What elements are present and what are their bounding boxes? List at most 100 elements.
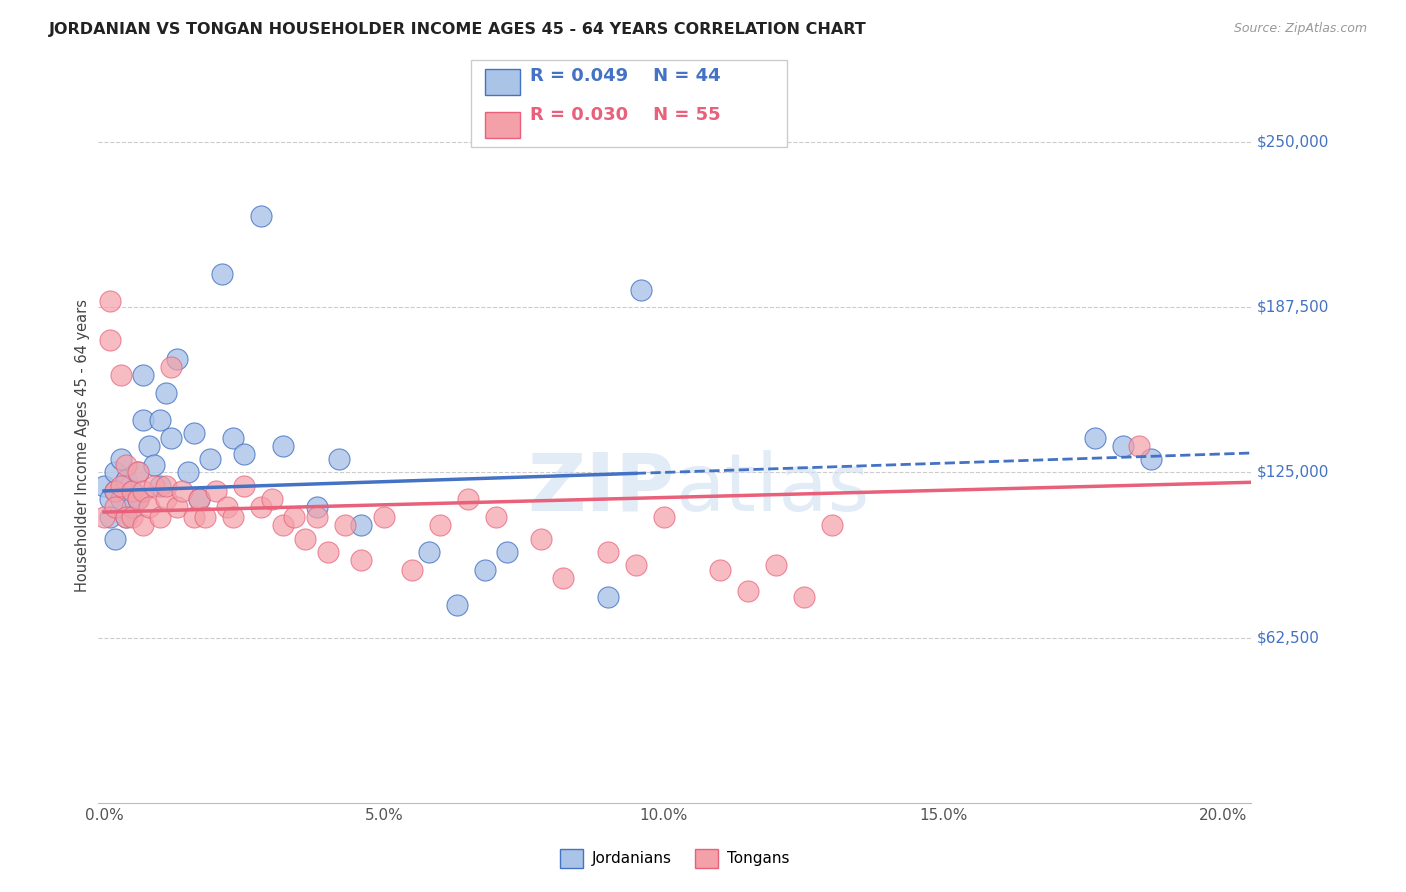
Point <box>249 209 271 223</box>
Point <box>630 283 652 297</box>
Point <box>429 518 451 533</box>
Point <box>93 510 115 524</box>
Point <box>485 510 508 524</box>
Point <box>104 500 127 514</box>
Point <box>177 466 200 480</box>
Point <box>160 359 183 374</box>
Point <box>110 368 132 382</box>
Point <box>138 439 160 453</box>
Point <box>820 518 842 533</box>
Text: $125,000: $125,000 <box>1257 465 1330 480</box>
Point <box>188 491 211 506</box>
Y-axis label: Householder Income Ages 45 - 64 years: Householder Income Ages 45 - 64 years <box>75 300 90 592</box>
Point <box>98 333 121 347</box>
Text: $250,000: $250,000 <box>1257 135 1330 150</box>
Point <box>104 466 127 480</box>
Point <box>709 563 731 577</box>
Point <box>249 500 271 514</box>
Point <box>474 563 496 577</box>
Legend: Jordanians, Tongans: Jordanians, Tongans <box>554 843 796 873</box>
Point <box>294 532 316 546</box>
Point <box>93 478 115 492</box>
Text: Source: ZipAtlas.com: Source: ZipAtlas.com <box>1233 22 1367 36</box>
Point <box>183 425 205 440</box>
Point <box>149 478 172 492</box>
Point <box>200 452 222 467</box>
Point <box>155 386 177 401</box>
Point <box>160 431 183 445</box>
Point <box>496 545 519 559</box>
Point <box>350 518 373 533</box>
Point <box>132 368 155 382</box>
Point <box>121 500 143 514</box>
Point <box>143 478 166 492</box>
Point <box>624 558 647 572</box>
Point <box>155 478 177 492</box>
Point <box>401 563 423 577</box>
Point <box>217 500 239 514</box>
Text: $62,500: $62,500 <box>1257 630 1320 645</box>
Point <box>149 412 172 426</box>
Point <box>211 267 233 281</box>
Point <box>98 293 121 308</box>
Point <box>110 478 132 492</box>
Point <box>104 483 127 498</box>
Point <box>652 510 675 524</box>
Text: JORDANIAN VS TONGAN HOUSEHOLDER INCOME AGES 45 - 64 YEARS CORRELATION CHART: JORDANIAN VS TONGAN HOUSEHOLDER INCOME A… <box>49 22 868 37</box>
Point <box>1128 439 1150 453</box>
Point <box>446 598 468 612</box>
Point <box>138 500 160 514</box>
Point <box>222 510 245 524</box>
Point <box>271 518 294 533</box>
Point <box>737 584 759 599</box>
Text: atlas: atlas <box>675 450 869 528</box>
Point <box>98 510 121 524</box>
Point <box>172 483 194 498</box>
Point <box>205 483 228 498</box>
Point <box>271 439 294 453</box>
Point <box>166 500 188 514</box>
Point <box>110 452 132 467</box>
Point <box>373 510 395 524</box>
Point <box>232 447 254 461</box>
Point <box>350 552 373 566</box>
Point <box>316 545 339 559</box>
Text: R = 0.049    N = 44: R = 0.049 N = 44 <box>530 67 721 85</box>
Point <box>149 510 172 524</box>
Point <box>418 545 440 559</box>
Point <box>765 558 787 572</box>
Point <box>104 483 127 498</box>
Point <box>596 545 619 559</box>
Point <box>188 491 211 506</box>
Point <box>115 474 138 488</box>
Point <box>793 590 815 604</box>
Point <box>127 491 149 506</box>
Point <box>104 532 127 546</box>
Point <box>551 571 574 585</box>
Point <box>115 510 138 524</box>
Point <box>121 483 143 498</box>
Point <box>1111 439 1133 453</box>
Point <box>127 491 149 506</box>
Text: $187,500: $187,500 <box>1257 300 1330 315</box>
Text: R = 0.030    N = 55: R = 0.030 N = 55 <box>530 106 721 124</box>
Point <box>166 351 188 366</box>
Point <box>183 510 205 524</box>
Point <box>121 510 143 524</box>
Point <box>328 452 350 467</box>
Point <box>132 518 155 533</box>
Point <box>194 510 217 524</box>
Point <box>305 510 328 524</box>
Point <box>115 458 138 472</box>
Point <box>529 532 551 546</box>
Point <box>1084 431 1107 445</box>
Point <box>283 510 305 524</box>
Point <box>232 478 254 492</box>
Point <box>1139 452 1161 467</box>
Point <box>457 491 479 506</box>
Point <box>127 466 149 480</box>
Point <box>222 431 245 445</box>
Point <box>98 491 121 506</box>
Point <box>127 466 149 480</box>
Point <box>305 500 328 514</box>
